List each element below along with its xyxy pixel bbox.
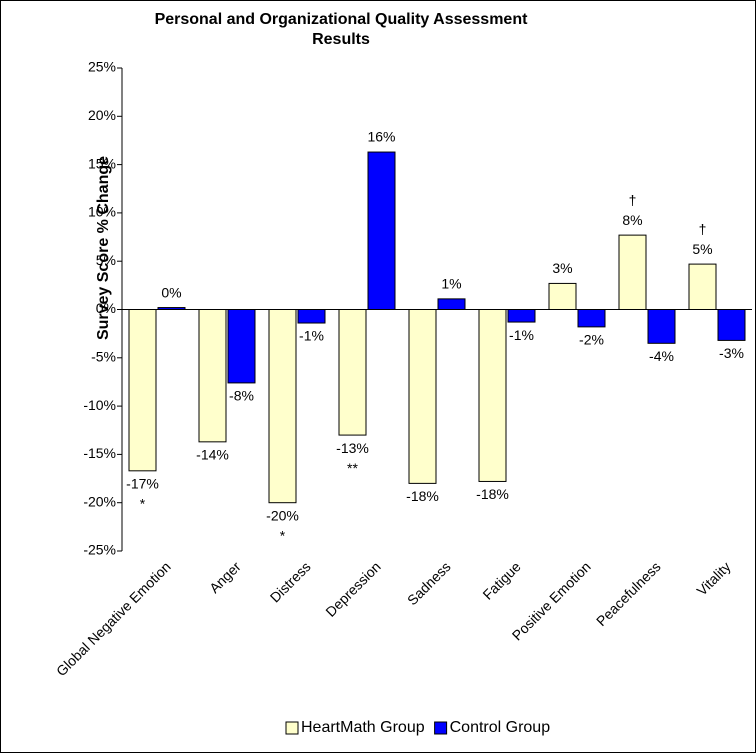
value-label: -17%: [126, 476, 159, 492]
chart-title: Personal and Organizational Quality Asse…: [155, 11, 529, 48]
value-label: -20%: [266, 507, 299, 523]
y-tick-label: -20%: [83, 493, 116, 509]
y-tick-label: -15%: [83, 445, 116, 461]
bar: [577, 309, 606, 328]
y-tick-label: -10%: [83, 397, 116, 413]
significance-marker: *: [280, 527, 286, 543]
legend-label: Control Group: [450, 719, 551, 736]
bar: [408, 309, 437, 484]
bar: [227, 309, 256, 384]
bar: [507, 309, 536, 323]
legend-label: HeartMath Group: [301, 719, 425, 736]
value-label: -8%: [229, 388, 254, 404]
value-label: -18%: [476, 486, 509, 502]
value-label: 3%: [552, 260, 572, 276]
y-axis-title: Survey Score % Change: [95, 156, 112, 340]
legend-swatch: [434, 721, 448, 735]
legend-swatch: [285, 721, 299, 735]
value-label: -3%: [719, 345, 744, 361]
y-tick-label: 15%: [88, 155, 116, 171]
bar: [198, 309, 227, 443]
bar: [548, 282, 577, 310]
significance-marker: †: [699, 221, 707, 237]
value-label: 0%: [161, 284, 181, 300]
bar: [437, 298, 466, 310]
value-label: -1%: [509, 327, 534, 343]
value-label: -4%: [649, 348, 674, 364]
y-tick-label: 0%: [96, 300, 116, 316]
y-tick-label: -25%: [83, 542, 116, 558]
value-label: -18%: [406, 488, 439, 504]
bar: [618, 234, 647, 310]
value-label: -2%: [579, 332, 604, 348]
value-label: 16%: [367, 129, 395, 145]
value-label: -14%: [196, 447, 229, 463]
bar: [128, 309, 157, 472]
y-tick-label: 10%: [88, 204, 116, 220]
bar: [338, 309, 367, 436]
significance-marker: †: [629, 192, 637, 208]
bar: [717, 309, 746, 341]
y-tick-label: 20%: [88, 107, 116, 123]
value-label: -13%: [336, 440, 369, 456]
significance-marker: *: [140, 496, 146, 512]
value-label: 5%: [692, 241, 712, 257]
bar: [367, 151, 396, 310]
bar: [688, 263, 717, 310]
bar: [478, 309, 507, 482]
bar: [647, 309, 676, 344]
y-tick-label: 25%: [88, 59, 116, 75]
y-tick-label: -5%: [91, 349, 116, 365]
bar: [297, 309, 326, 324]
value-label: 8%: [622, 212, 642, 228]
value-label: -1%: [299, 328, 324, 344]
y-tick-label: 5%: [96, 252, 116, 268]
value-label: 1%: [441, 276, 461, 292]
significance-marker: **: [347, 460, 358, 476]
bar: [268, 309, 297, 504]
